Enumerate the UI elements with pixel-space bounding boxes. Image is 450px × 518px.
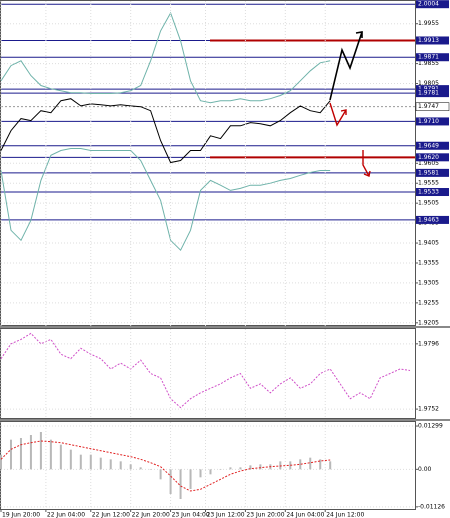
- bar: [169, 469, 172, 494]
- level-label-box: [416, 215, 449, 224]
- bar: [219, 469, 222, 470]
- level-label-box: [416, 0, 449, 9]
- forecast-arrow: [329, 31, 363, 101]
- bar: [239, 467, 242, 470]
- x-tick-label: 22 Jun 20:00: [132, 512, 170, 518]
- y-tick-label: 1.9405: [418, 240, 439, 247]
- bar: [139, 467, 142, 470]
- bar: [309, 457, 312, 470]
- bar: [159, 469, 162, 480]
- bar: [29, 435, 32, 470]
- level-label: 1.9533: [418, 189, 439, 196]
- level-label-box: [416, 168, 449, 177]
- x-tick-label: 23 Jun 04:00: [172, 512, 210, 518]
- x-tick-label: 24 Jun 12:00: [326, 512, 364, 518]
- bar: [279, 461, 282, 470]
- bar: [9, 439, 12, 470]
- level-label-box: [416, 188, 449, 197]
- panel-frame: [0, 328, 416, 419]
- x-tick-label: 23 Jun 12:00: [207, 512, 245, 518]
- y-tick-label: 1.9555: [418, 180, 439, 187]
- bar: [19, 438, 22, 470]
- arrow-head: [340, 109, 347, 115]
- y-tick-label: 1.9955: [418, 20, 439, 27]
- level-label: 1.9581: [418, 169, 439, 176]
- y-tick-label: 1.9805: [418, 80, 439, 87]
- level-label: 1.9620: [418, 154, 439, 161]
- arrow-head: [363, 170, 371, 177]
- y-tick-label: 1.9255: [418, 299, 439, 306]
- bar: [319, 459, 322, 470]
- bar: [69, 449, 72, 470]
- forecast-arrow: [362, 150, 370, 177]
- level-label-box: [416, 141, 449, 150]
- bar: [89, 454, 92, 470]
- level-label-box: [416, 117, 449, 126]
- level-label-box: [416, 36, 449, 45]
- bar: [179, 469, 182, 499]
- current-price-box: [415, 102, 450, 111]
- x-tick-label: 22 Jun 04:00: [47, 512, 85, 518]
- bar: [79, 454, 82, 470]
- y-tick-label: 1.9355: [418, 259, 439, 266]
- level-label: 1.9710: [418, 118, 439, 125]
- bar: [299, 459, 302, 470]
- x-tick-label: 19 Jun 20:00: [2, 512, 40, 518]
- current-price-label: 1.9747: [418, 103, 439, 110]
- level-label: 1.9871: [418, 54, 439, 61]
- bar: [229, 467, 232, 470]
- bar: [189, 469, 192, 489]
- bar: [329, 461, 332, 470]
- bar: [0, 454, 2, 470]
- y-tick-label: 1.9605: [418, 160, 439, 167]
- bar: [129, 464, 132, 470]
- y-tick-label: 1.9205: [418, 319, 439, 326]
- level-label: 1.9781: [418, 90, 439, 97]
- series-line: [0, 440, 331, 492]
- series-line: [0, 98, 331, 164]
- level-label: 2.0004: [418, 1, 439, 8]
- bar: [209, 469, 212, 475]
- forecast-arrow: [329, 102, 347, 127]
- bar: [149, 469, 152, 470]
- y-tick-label: 1.9752: [418, 406, 439, 413]
- bar: [259, 464, 262, 470]
- series-line: [0, 11, 331, 104]
- arrow-head: [355, 31, 363, 38]
- level-label: 1.9649: [418, 142, 439, 149]
- series-line: [0, 332, 411, 409]
- bar: [199, 469, 202, 478]
- y-tick-label: 1.9796: [418, 340, 439, 347]
- y-tick-label: 1.9855: [418, 60, 439, 67]
- bar: [49, 439, 52, 470]
- x-tick-label: 24 Jun 04:00: [286, 512, 324, 518]
- level-label-box: [416, 53, 449, 62]
- level-label: 1.9913: [418, 37, 439, 44]
- y-tick-label: 0.00: [418, 466, 432, 473]
- bar: [119, 461, 122, 470]
- level-label-box: [416, 89, 449, 98]
- series-line: [0, 148, 331, 252]
- level-label-box: [416, 153, 449, 162]
- bar: [249, 465, 252, 470]
- bar: [109, 459, 112, 470]
- x-tick-label: 23 Jun 20:00: [246, 512, 284, 518]
- y-tick-label: -0.01126: [418, 503, 445, 510]
- x-tick-label: 22 Jun 12:00: [92, 512, 130, 518]
- level-label: 1.9463: [418, 216, 439, 223]
- bar: [39, 432, 42, 470]
- y-tick-label: 1.9505: [418, 200, 439, 207]
- y-tick-label: 0.01299: [418, 423, 443, 430]
- bar: [99, 457, 102, 470]
- bar: [59, 444, 62, 470]
- y-tick-label: 1.9305: [418, 279, 439, 286]
